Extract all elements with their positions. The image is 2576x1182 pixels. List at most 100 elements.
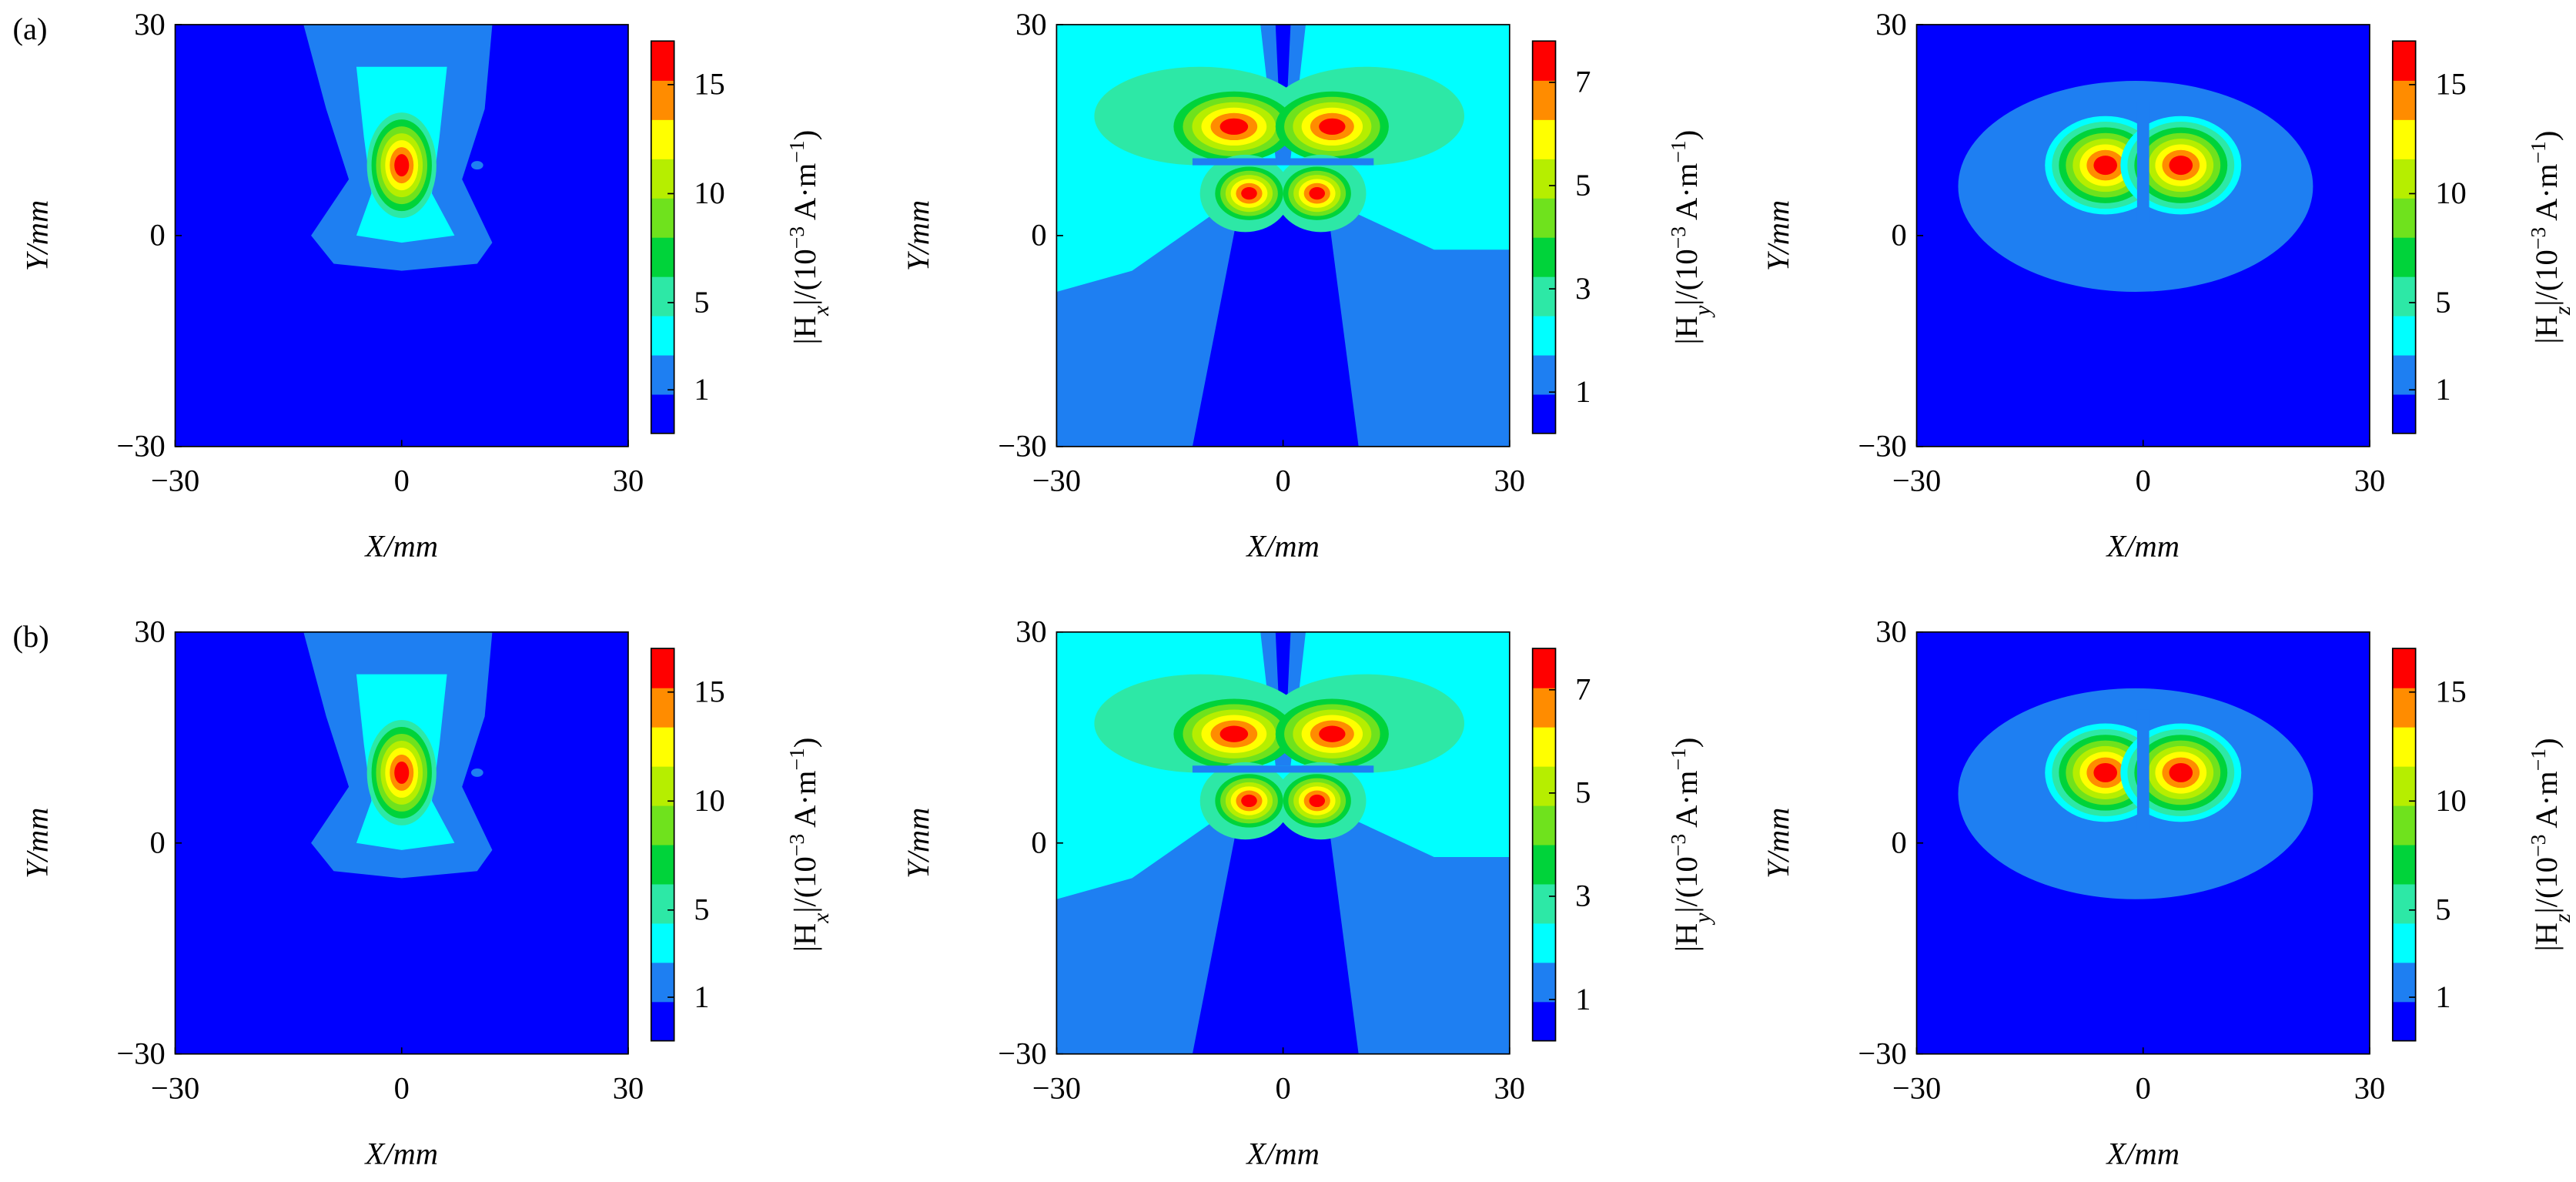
contour-band <box>1192 214 1359 447</box>
colorbar-band <box>1532 393 1556 434</box>
colorbar-tick-label: 5 <box>2435 892 2451 927</box>
colorbar-band <box>651 962 674 1003</box>
y-tick-label: 0 <box>1031 825 1046 860</box>
y-tick-label: −30 <box>998 429 1046 464</box>
colorbar-label: |Hz|/(10−3 A·m−1) <box>2525 131 2574 344</box>
colorbar-label-part: |/(10 <box>2529 249 2564 306</box>
colorbar-label: |Hx|/(10−3 A·m−1) <box>785 738 834 953</box>
colorbar-tick-label: 10 <box>2435 783 2466 818</box>
contour-field <box>1056 631 1510 1054</box>
colorbar-band <box>2392 354 2416 395</box>
colorbar-band <box>1532 648 1556 688</box>
colorbar-band <box>1532 922 1556 963</box>
contour-band <box>2136 102 2149 222</box>
colorbar-label-part: |H <box>788 316 822 344</box>
colorbar-tick-label: 1 <box>694 979 709 1014</box>
colorbar-tick-label: 5 <box>694 892 709 927</box>
colorbar-band <box>1532 80 1556 120</box>
colorbar-frame <box>2391 40 2417 434</box>
colorbar-label-part: y <box>1689 912 1715 926</box>
contour-band <box>1241 794 1257 808</box>
colorbar-label-part: z <box>2549 913 2574 923</box>
x-tick-label: 0 <box>2136 1070 2151 1105</box>
colorbar-label-part: −1 <box>1665 748 1689 770</box>
colorbar-label-part: −3 <box>785 834 808 856</box>
colorbar-band <box>1532 354 1556 395</box>
colorbar-label-part: ) <box>788 130 822 140</box>
colorbar-tick-label: 5 <box>1575 775 1591 810</box>
y-tick-label: 0 <box>1031 218 1046 253</box>
panel: −30 0 30 −30 0 30 X/mm Y/mm 1 3 5 7 |Hy|/(10−3 A·m−1… <box>901 7 1715 564</box>
colorbar-band <box>1532 1001 1556 1042</box>
colorbar-label-part: −3 <box>2525 835 2549 857</box>
colorbar-band <box>651 41 674 81</box>
colorbar-band <box>1532 765 1556 806</box>
colorbar-tick-label: 5 <box>1575 168 1591 203</box>
colorbar-label-part: −1 <box>1665 140 1689 162</box>
colorbar-label-part: −1 <box>2525 748 2549 771</box>
colorbar-label-part: A·m <box>2529 164 2564 227</box>
contour-band <box>1275 24 1291 138</box>
colorbar-band <box>1532 315 1556 356</box>
contour-band <box>1275 631 1291 745</box>
colorbar-band <box>651 765 674 806</box>
y-tick-label: −30 <box>1858 429 1906 464</box>
colorbar-label-part: z <box>2549 306 2574 316</box>
colorbar-band <box>2392 159 2416 199</box>
colorbar-label-part: A·m <box>1669 163 1704 226</box>
colorbar-label-part: |/(10 <box>1669 856 1704 912</box>
contour-band <box>1309 187 1326 200</box>
colorbar-band <box>2392 805 2416 845</box>
colorbar-band <box>2392 962 2416 1003</box>
colorbar-label-part: A·m <box>2529 771 2564 834</box>
x-tick-label: 0 <box>1275 1070 1290 1105</box>
x-axis-label: X/mm <box>1245 1137 1320 1171</box>
contour-band <box>2169 762 2193 782</box>
contour-field <box>175 631 628 1054</box>
colorbar-band <box>2392 648 2416 688</box>
x-tick-label: −30 <box>1892 1070 1941 1105</box>
colorbar-label-part: −3 <box>1665 834 1689 856</box>
y-axis-label: Y/mm <box>901 200 935 271</box>
colorbar-tick-label: 1 <box>2435 979 2451 1014</box>
colorbar-band <box>651 922 674 963</box>
colorbar-band <box>1532 688 1556 728</box>
colorbar-tick-label: 3 <box>1575 879 1591 913</box>
colorbar-tick-label: 10 <box>694 783 725 818</box>
contour-band <box>2093 762 2118 782</box>
colorbar-tick-label: 1 <box>1575 982 1591 1016</box>
colorbar-band <box>1532 119 1556 159</box>
contour-band <box>1309 794 1326 808</box>
colorbar-band <box>1532 727 1556 767</box>
contour-band <box>470 768 483 777</box>
y-tick-label: 0 <box>150 218 166 253</box>
contour-field <box>1056 24 1510 447</box>
contour-band <box>1192 822 1359 1054</box>
colorbar-band <box>651 159 674 199</box>
colorbar-band <box>2392 119 2416 159</box>
colorbar-label-part: ) <box>788 738 822 748</box>
colorbar-band <box>1532 805 1556 845</box>
colorbar-frame <box>1531 40 1557 434</box>
colorbar-label-part: A·m <box>1669 771 1704 834</box>
colorbar-label-part: −1 <box>2525 141 2549 163</box>
colorbar-label-part: |H <box>788 923 822 952</box>
y-tick-label: 30 <box>134 614 166 649</box>
x-tick-label: −30 <box>1892 463 1941 497</box>
colorbar-label-part: |/(10 <box>788 249 822 305</box>
colorbar-band <box>2392 883 2416 924</box>
colorbar-band <box>2392 922 2416 963</box>
colorbar-tick-label: 5 <box>694 285 709 320</box>
x-tick-label: 30 <box>2354 1070 2385 1105</box>
colorbar-tick-label: 7 <box>1575 65 1591 99</box>
colorbar-band <box>2392 198 2416 238</box>
colorbar-band <box>1532 198 1556 238</box>
colorbar-band <box>1532 844 1556 885</box>
y-tick-label: −30 <box>1858 1036 1906 1071</box>
contour-field <box>1916 24 2370 447</box>
colorbar-band <box>651 1001 674 1042</box>
colorbar-label-part: |H <box>2529 315 2564 343</box>
colorbar-band <box>651 80 674 120</box>
colorbar-label-part: −3 <box>785 226 808 249</box>
